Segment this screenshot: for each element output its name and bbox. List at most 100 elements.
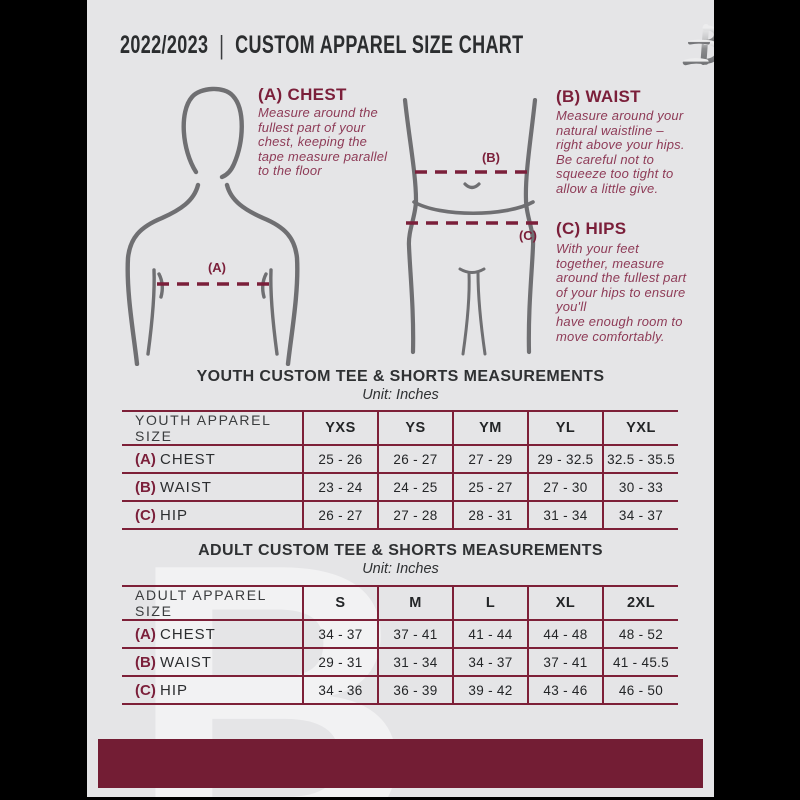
measurement-cell: 39 - 42 [453, 676, 529, 704]
measurement-cell: 43 - 46 [528, 676, 604, 704]
measurement-cell: 26 - 27 [378, 445, 454, 473]
row-name: CHEST [160, 625, 216, 643]
adult-size-header: M [378, 586, 454, 620]
header: 2022/2023 | CUSTOM APPAREL SIZE CHART [120, 22, 714, 68]
row-key: (A) [135, 625, 156, 643]
brand-block: BREAKAWAY [680, 22, 714, 68]
waist-marker-label: (B) [481, 150, 501, 165]
row-name: HIP [160, 506, 189, 524]
measurement-cell: 41 - 45.5 [613, 654, 669, 670]
right-side-outline [523, 98, 538, 355]
measurement-cell: 27 - 30 [528, 473, 604, 501]
breakaway-b-logo-icon [683, 24, 714, 66]
row-key: (C) [135, 506, 156, 524]
row-name: HIP [160, 681, 189, 699]
waist-section-heading: (B) WAIST [556, 87, 641, 106]
measurement-cell: 34 - 37 [303, 620, 379, 648]
measurement-cell: 27 - 29 [453, 445, 529, 473]
adult-size-header: L [453, 586, 529, 620]
adult-table-title: ADULT CUSTOM TEE & SHORTS MEASUREMENTS [198, 542, 603, 559]
row-key: (C) [135, 681, 156, 699]
measurement-cell: 23 - 24 [303, 473, 379, 501]
left-inner-arm [146, 268, 156, 356]
measurement-cell: 32.5 - 35.5 [607, 451, 675, 467]
youth-size-header: YS [378, 411, 454, 445]
youth-size-header: YL [528, 411, 604, 445]
measurement-cell: 37 - 41 [378, 620, 454, 648]
hips-section-heading: (C) HIPS [556, 219, 627, 238]
measurement-cell: 41 - 44 [453, 620, 529, 648]
table-row: (C) HIP 26 - 27 27 - 28 28 - 31 31 - 34 … [122, 501, 678, 529]
navel-mark [463, 182, 481, 190]
adult-size-header: S [303, 586, 379, 620]
page-title: CUSTOM APPAREL SIZE CHART [235, 30, 524, 59]
measurement-cell: 25 - 27 [453, 473, 529, 501]
head-outline [181, 86, 244, 180]
right-inner-leg [476, 271, 487, 356]
measurement-cell: 46 - 50 [618, 682, 664, 698]
youth-size-table: YOUTH APPAREL SIZE YXS YS YM YL YXL (A) … [122, 410, 678, 530]
row-name: CHEST [160, 450, 216, 468]
measurement-cell: 37 - 41 [528, 648, 604, 676]
measurement-cell: 34 - 37 [453, 648, 529, 676]
left-inner-leg [461, 271, 471, 356]
season-label: 2022/2023 [120, 30, 209, 59]
row-name: WAIST [160, 653, 212, 671]
chest-marker-label: (A) [207, 260, 227, 275]
measurement-cell: 34 - 36 [303, 676, 379, 704]
hip-marker-label: (C) [518, 228, 538, 243]
right-shoulder-arm [224, 182, 300, 366]
measurement-cell: 24 - 25 [378, 473, 454, 501]
adult-table-unit: Unit: Inches [362, 561, 439, 577]
table-row: (B) WAIST 23 - 24 24 - 25 25 - 27 27 - 3… [122, 473, 678, 501]
youth-corner-header: YOUTH APPAREL SIZE [122, 411, 304, 445]
youth-header-row: YOUTH APPAREL SIZE YXS YS YM YL YXL [122, 411, 678, 445]
adult-size-table: ADULT APPAREL SIZE S M L XL 2XL (A) CHES… [122, 585, 678, 705]
title-divider: | [219, 29, 225, 60]
page-content: 2022/2023 | CUSTOM APPAREL SIZE CHART [87, 0, 714, 797]
measurement-cell: 36 - 39 [378, 676, 454, 704]
hip-curve [412, 200, 535, 216]
size-chart-page: B 2022/2023 | CUSTOM APPAREL SIZE CHART [87, 0, 714, 797]
adult-size-header: XL [528, 586, 604, 620]
youth-table-title: YOUTH CUSTOM TEE & SHORTS MEASUREMENTS [196, 368, 605, 385]
table-row: (A) CHEST 34 - 37 37 - 41 41 - 44 44 - 4… [122, 620, 678, 648]
measurement-cell: 44 - 48 [528, 620, 604, 648]
youth-size-header: YXS [303, 411, 379, 445]
row-name: WAIST [160, 478, 212, 496]
hips-section-description: With your feet together, measure around … [556, 241, 687, 344]
measurement-cell: 29 - 31 [303, 648, 379, 676]
adult-size-header: 2XL [626, 595, 656, 611]
measurement-cell: 30 - 33 [618, 479, 664, 495]
row-key: (B) [135, 653, 156, 671]
chest-section-description: Measure around the fullest part of your … [258, 105, 388, 179]
youth-table-unit: Unit: Inches [362, 387, 439, 403]
lower-body-diagram [402, 98, 544, 356]
youth-size-header: YXL [626, 420, 656, 436]
adult-corner-header: ADULT APPAREL SIZE [122, 586, 304, 620]
measurement-cell: 29 - 32.5 [528, 445, 604, 473]
measurement-cell: 48 - 52 [618, 626, 664, 642]
chest-section-heading: (A) CHEST [258, 85, 347, 104]
youth-size-header: YM [453, 411, 529, 445]
upper-body-diagram [125, 86, 300, 366]
right-inner-arm [269, 268, 279, 356]
waist-section-description: Measure around your natural waistline – … [556, 108, 685, 196]
measurement-cell: 31 - 34 [528, 501, 604, 529]
measurement-cell: 34 - 37 [618, 507, 664, 523]
measurement-cell: 26 - 27 [303, 501, 379, 529]
table-row: (C) HIP 34 - 36 36 - 39 39 - 42 43 - 46 … [122, 676, 678, 704]
table-row: (B) WAIST 29 - 31 31 - 34 34 - 37 37 - 4… [122, 648, 678, 676]
measurement-cell: 25 - 26 [303, 445, 379, 473]
measurement-cell: 28 - 31 [453, 501, 529, 529]
measurement-cell: 31 - 34 [378, 648, 454, 676]
table-row: (A) CHEST 25 - 26 26 - 27 27 - 29 29 - 3… [122, 445, 678, 473]
footer-accent-bar [98, 739, 703, 788]
adult-header-row: ADULT APPAREL SIZE S M L XL 2XL [122, 586, 678, 620]
row-key: (B) [135, 478, 156, 496]
row-key: (A) [135, 450, 156, 468]
document-title: 2022/2023 | CUSTOM APPAREL SIZE CHART [120, 30, 524, 61]
measurement-cell: 27 - 28 [378, 501, 454, 529]
crotch-curve [458, 267, 486, 274]
